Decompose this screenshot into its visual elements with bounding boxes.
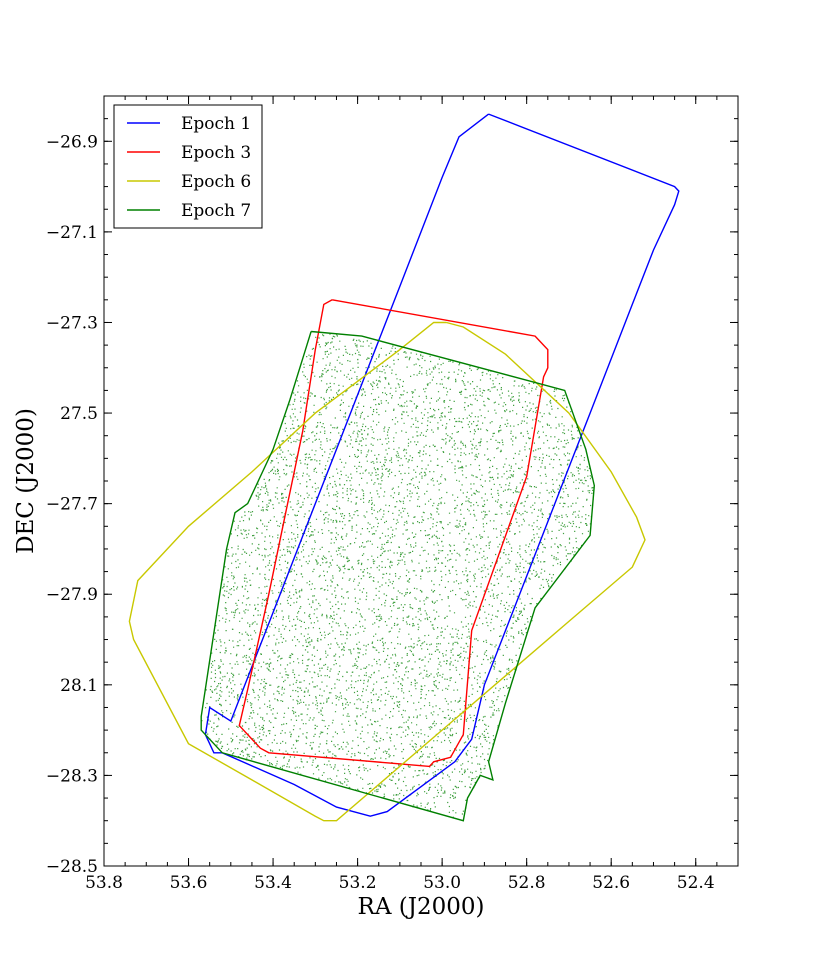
epoch-7-outline bbox=[200, 330, 596, 822]
x-tick-label: 52.6 bbox=[592, 873, 630, 893]
y-axis-title: DEC (J2000) bbox=[13, 408, 39, 554]
y-tick-label: −27.9 bbox=[46, 585, 98, 605]
x-tick-label: 53.2 bbox=[339, 873, 377, 893]
legend-label-epoch-6: Epoch 6 bbox=[181, 172, 251, 192]
x-tick-label: 53.8 bbox=[85, 873, 123, 893]
epoch-6-outline bbox=[128, 321, 646, 822]
legend-box bbox=[113, 104, 263, 229]
epoch-1-outline bbox=[204, 113, 680, 817]
x-tick-label: 52.8 bbox=[508, 873, 546, 893]
x-tick-label: 52.4 bbox=[677, 873, 715, 893]
ticks-layer bbox=[103, 95, 739, 867]
epoch-7-source-points bbox=[201, 333, 594, 818]
scatter-points-layer bbox=[201, 333, 594, 818]
y-tick-label: 28.1 bbox=[60, 676, 98, 696]
y-tick-label: −27.3 bbox=[46, 313, 98, 333]
y-tick-label: 27.5 bbox=[60, 404, 98, 424]
y-tick-label: −27.7 bbox=[46, 495, 98, 515]
x-axis-title: RA (J2000) bbox=[358, 894, 485, 920]
tick-labels-layer: 53.8 53.6 53.4 53.2 53.0 52.8 52.6 52.4 −28.5 −28… bbox=[46, 132, 715, 893]
series-outlines-layer bbox=[128, 113, 680, 822]
y-tick-label: −28.5 bbox=[46, 857, 98, 877]
x-tick-label: 53.4 bbox=[254, 873, 292, 893]
legend-label-epoch-3: Epoch 3 bbox=[181, 143, 251, 163]
x-tick-label: 53.0 bbox=[423, 873, 461, 893]
legend: Epoch 1 Epoch 3 Epoch 6 Epoch 7 bbox=[113, 104, 263, 229]
y-tick-label: −28.3 bbox=[46, 766, 98, 786]
legend-label-epoch-7: Epoch 7 bbox=[181, 201, 251, 221]
y-tick-label: −26.9 bbox=[46, 132, 98, 152]
y-tick-label: −27.1 bbox=[46, 223, 98, 243]
epoch-3-outline bbox=[238, 299, 549, 768]
x-tick-label: 53.6 bbox=[170, 873, 208, 893]
legend-label-epoch-1: Epoch 1 bbox=[181, 114, 251, 134]
